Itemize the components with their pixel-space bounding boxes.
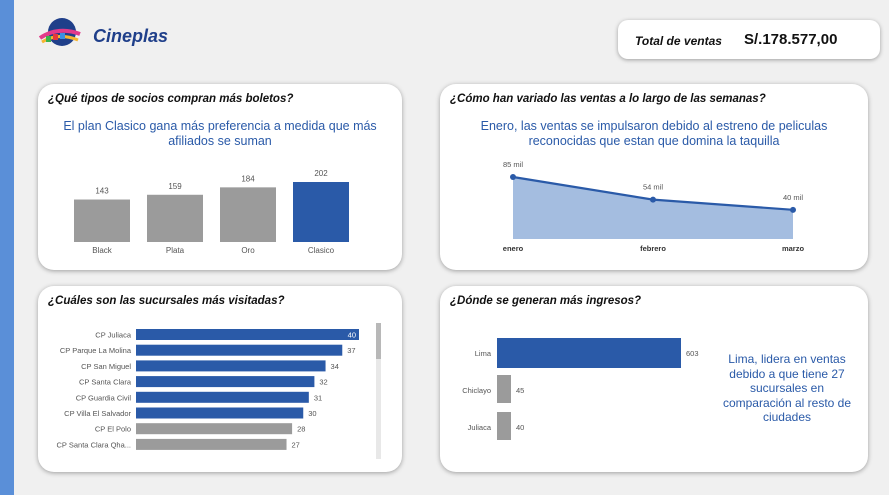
cineplas-logo-icon	[38, 18, 81, 46]
chart-ingresos: Lima 603 Chiclayo 45 Juliaca 40	[462, 338, 699, 440]
tick-label: Plata	[166, 246, 185, 255]
bar	[136, 438, 287, 450]
card-title: ¿Cuáles son las sucursales más visitadas…	[48, 295, 285, 307]
data-label: 54 mil	[643, 183, 663, 192]
tick-label: CP Juliaca	[95, 331, 132, 340]
tick-label: febrero	[640, 244, 666, 253]
data-point	[790, 206, 796, 213]
app-name: Cineplas	[93, 26, 169, 46]
tick-label: Lima	[475, 349, 492, 358]
card-title: ¿Dónde se generan más ingresos?	[450, 295, 642, 307]
left-accent-bar	[0, 0, 14, 495]
insight-text: Enero, las ventas se impulsaron debido a…	[480, 119, 828, 148]
scrollbar-track[interactable]	[376, 323, 381, 459]
data-label: 45	[516, 386, 524, 395]
tick-label: enero	[503, 244, 524, 253]
bar	[497, 412, 511, 440]
data-label: 31	[314, 393, 322, 402]
bar	[136, 360, 326, 372]
tick-label: CP Santa Clara Qha...	[57, 440, 131, 449]
data-label: 27	[292, 440, 300, 449]
data-label: 603	[686, 349, 699, 358]
kpi-total-ventas: Total de ventas S/.178.577,00	[618, 20, 880, 59]
header: Cineplas Total de ventas S/.178.577,00	[14, 0, 889, 78]
chart-socios: 143 Black 159 Plata 184 Oro 202 Clasico	[74, 169, 349, 255]
bar	[136, 391, 309, 403]
bar	[497, 338, 681, 368]
data-label: 40	[348, 331, 356, 340]
tick-label: Black	[92, 246, 113, 255]
bar	[136, 344, 343, 356]
chart-sucursales: CP Juliaca 40 CP Parque La Molina 37 CP San …	[57, 329, 359, 450]
tick-label: marzo	[782, 244, 805, 253]
insight-text: Lima, lidera en ventas debido a que tien…	[722, 352, 852, 424]
data-label: 34	[331, 362, 339, 371]
data-label: 40 mil	[783, 193, 803, 202]
bar	[136, 376, 315, 388]
chart-ventas: 85 mil enero 54 mil febrero 40 mil marzo	[503, 160, 805, 253]
tick-label: Chiclayo	[462, 386, 491, 395]
data-point	[650, 196, 656, 203]
bar	[293, 182, 349, 242]
tick-label: CP Guardia Civil	[76, 393, 132, 402]
bar	[220, 187, 276, 242]
tick-label: Clasico	[308, 246, 335, 255]
data-label: 37	[347, 346, 355, 355]
kpi-value: S/.178.577,00	[744, 31, 838, 48]
bar	[136, 423, 293, 435]
bar	[74, 199, 130, 242]
data-label: 32	[319, 378, 327, 387]
card-ventas: ¿Cómo han variado las ventas a lo largo …	[440, 84, 868, 270]
data-label: 184	[241, 174, 255, 183]
data-label: 202	[314, 169, 328, 178]
data-point	[510, 174, 516, 180]
tick-label: Oro	[241, 246, 255, 255]
tick-label: CP El Polo	[95, 425, 131, 434]
card-title: ¿Qué tipos de socios compran más boletos…	[48, 93, 294, 105]
data-label: 28	[297, 425, 305, 434]
area-fill	[513, 177, 793, 239]
insight-text: El plan Clasico gana más preferencia a m…	[63, 119, 377, 148]
card-sucursales: ¿Cuáles son las sucursales más visitadas…	[38, 286, 402, 472]
tick-label: Juliaca	[468, 423, 492, 432]
bar	[136, 329, 359, 340]
kpi-label: Total de ventas	[635, 34, 722, 48]
bar	[147, 194, 203, 242]
tick-label: CP Santa Clara	[79, 378, 132, 387]
scrollbar-thumb[interactable]	[376, 323, 381, 359]
tick-label: CP Parque La Molina	[60, 346, 132, 355]
data-label: 85 mil	[503, 160, 523, 169]
tick-label: CP Villa El Salvador	[64, 409, 131, 418]
card-ingresos: ¿Dónde se generan más ingresos? Lima 603 C…	[440, 286, 868, 472]
data-label: 159	[168, 182, 182, 191]
bar	[497, 375, 511, 403]
data-label: 30	[308, 409, 316, 418]
data-label: 40	[516, 423, 524, 432]
card-socios: ¿Qué tipos de socios compran más boletos…	[38, 84, 402, 270]
data-label: 143	[95, 187, 109, 196]
tick-label: CP San Miguel	[81, 362, 131, 371]
card-title: ¿Cómo han variado las ventas a lo largo …	[450, 93, 766, 105]
bar	[136, 407, 304, 419]
